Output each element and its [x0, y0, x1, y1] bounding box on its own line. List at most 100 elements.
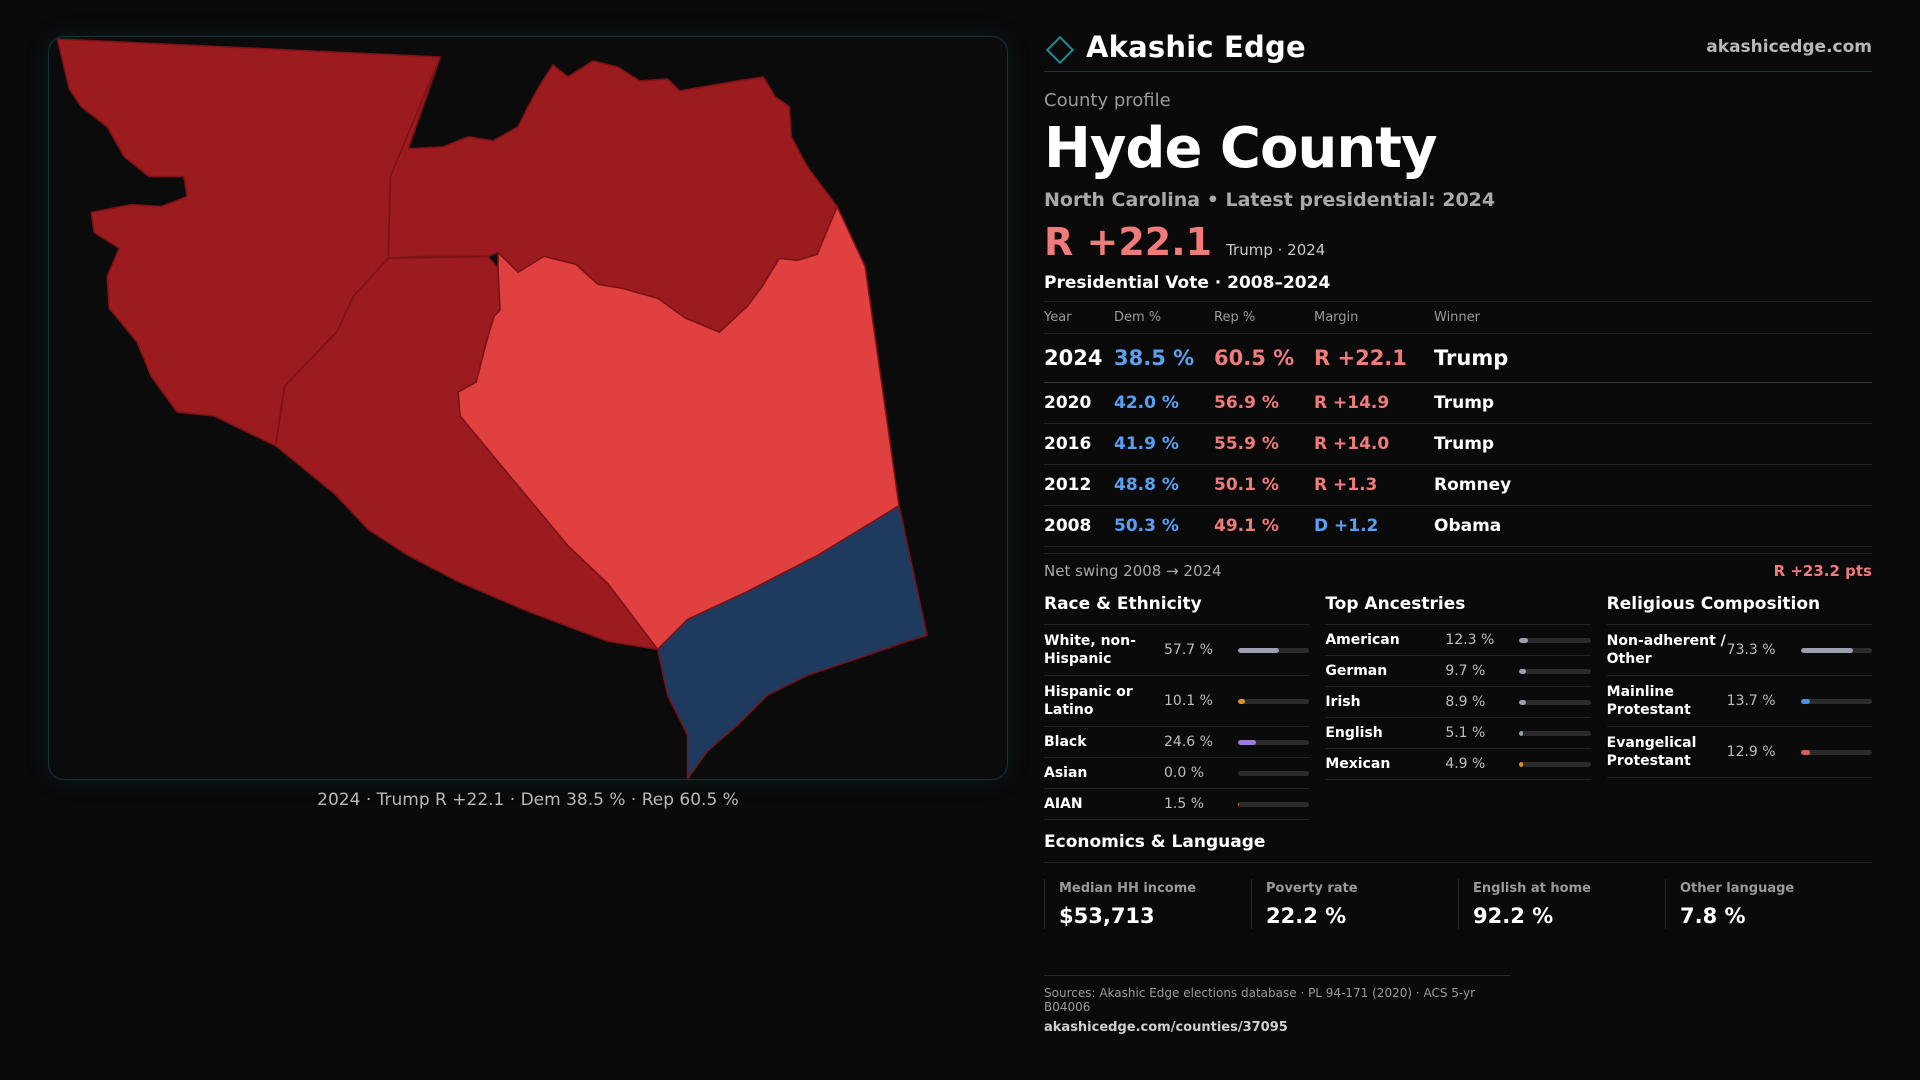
vote-margin: R +14.0 — [1314, 423, 1434, 465]
econ-stat-value: 22.2 % — [1266, 904, 1347, 928]
vote-rep-pct: 56.9 % — [1214, 382, 1314, 424]
list-item-bar-fill — [1519, 668, 1527, 674]
list-item-bar — [1519, 761, 1591, 767]
col-margin: Margin — [1314, 301, 1434, 334]
brand-header: Akashic Edge akashicedge.com — [1044, 28, 1872, 72]
list-item-bar-fill — [1519, 637, 1529, 643]
vote-table: Year Dem % Rep % Margin Winner 2024 38.5 … — [1044, 301, 1872, 547]
list-item: German 9.7 % — [1325, 656, 1591, 687]
list-item-bar-fill — [1519, 761, 1523, 767]
vote-margin: R +14.9 — [1314, 382, 1434, 424]
vote-dem-pct: 41.9 % — [1114, 423, 1214, 465]
list-item-value: 0.0 % — [1164, 765, 1205, 781]
list-item-label: Mexican — [1325, 756, 1391, 772]
econ-stat-value: 7.8 % — [1680, 904, 1746, 928]
list-item-label: Irish — [1325, 694, 1361, 710]
list-item: Irish 8.9 % — [1325, 687, 1591, 718]
page-title: Hyde County — [1044, 116, 1438, 181]
religion-section: Religious Composition Non-adherent / Oth… — [1606, 594, 1872, 820]
econ-stat-value: 92.2 % — [1473, 904, 1554, 928]
vote-winner: Trump — [1434, 333, 1872, 383]
list-item-bar — [1800, 647, 1872, 653]
list-item-label: White, non-Hispanic — [1044, 633, 1136, 667]
list-item-label: German — [1325, 663, 1388, 679]
list-item: Non-adherent / Other 73.3 % — [1606, 625, 1872, 676]
map-region-central[interactable] — [457, 204, 900, 651]
list-item-bar — [1238, 739, 1310, 745]
econ-stat: Median HH income $53,713 — [1044, 879, 1251, 929]
econ-stat: English at home 92.2 % — [1458, 879, 1665, 929]
vote-winner: Trump — [1434, 382, 1872, 424]
list-item: English 5.1 % — [1325, 718, 1591, 749]
list-item: AIAN 1.5 % — [1044, 789, 1310, 820]
religion-section-title: Religious Composition — [1606, 594, 1872, 625]
vote-rep-pct: 60.5 % — [1214, 333, 1314, 383]
vote-rep-pct: 55.9 % — [1214, 423, 1314, 465]
list-item-bar-fill — [1238, 801, 1240, 807]
list-item-bar-fill — [1800, 749, 1810, 755]
list-item-bar-fill — [1238, 698, 1246, 704]
headline-margin-note: Trump · 2024 — [1226, 241, 1326, 259]
race-ethnicity-section: Race & Ethnicity White, non-Hispanic 57.7… — [1044, 594, 1310, 820]
brand-url-link[interactable]: akashicedge.com — [1706, 36, 1872, 57]
race-section-title: Race & Ethnicity — [1044, 594, 1310, 625]
table-row: 2024 38.5 % 60.5 % R +22.1 Trump — [1044, 333, 1872, 383]
list-item-value: 8.9 % — [1445, 694, 1486, 710]
vote-dem-pct: 38.5 % — [1114, 333, 1214, 383]
list-item-value: 5.1 % — [1445, 725, 1486, 741]
econ-stat-label: Poverty rate — [1266, 881, 1358, 896]
list-item-bar — [1238, 801, 1310, 807]
brand-name: Akashic Edge — [1086, 29, 1306, 64]
vote-year: 2012 — [1044, 464, 1114, 506]
list-item-bar-fill — [1800, 698, 1811, 704]
list-item-value: 57.7 % — [1164, 642, 1213, 658]
list-item-bar — [1519, 730, 1591, 736]
econ-stat-label: Median HH income — [1059, 881, 1197, 896]
list-item-label: Black — [1044, 734, 1087, 750]
list-item-label: Hispanic or Latino — [1044, 684, 1133, 718]
map-region-southeast[interactable] — [656, 504, 928, 779]
col-year: Year — [1044, 301, 1114, 334]
list-item-bar-fill — [1800, 647, 1853, 653]
vote-winner: Romney — [1434, 464, 1872, 506]
net-swing-label: Net swing 2008 → 2024 — [1044, 562, 1222, 580]
economics-grid: Median HH income $53,713 Poverty rate 22.2 … — [1044, 879, 1872, 929]
list-item-label: Evangelical Protestant — [1606, 735, 1697, 769]
table-row: 2012 48.8 % 50.1 % R +1.3 Romney — [1044, 464, 1872, 506]
brand[interactable]: Akashic Edge — [1044, 30, 1306, 64]
list-item-value: 12.3 % — [1445, 632, 1495, 648]
list-item-value: 24.6 % — [1164, 734, 1213, 750]
list-item: Evangelical Protestant 12.9 % — [1606, 727, 1872, 778]
list-item: White, non-Hispanic 57.7 % — [1044, 625, 1310, 676]
county-profile-panel: Akashic Edge akashicedge.com County prof… — [1044, 28, 1872, 1035]
list-item-bar-fill — [1519, 699, 1526, 705]
map-caption: 2024 · Trump R +22.1 · Dem 38.5 % · Rep … — [317, 790, 739, 810]
sources-url-link[interactable]: akashicedge.com/counties/37095 — [1044, 1020, 1288, 1035]
econ-stat-value: $53,713 — [1059, 904, 1155, 928]
demographics: Race & Ethnicity White, non-Hispanic 57.7… — [1044, 594, 1872, 820]
ancestry-section-title: Top Ancestries — [1325, 594, 1591, 625]
county-map-svg — [56, 38, 928, 779]
list-item: Asian 0.0 % — [1044, 758, 1310, 789]
economics-section-title: Economics & Language — [1044, 832, 1872, 863]
vote-margin: D +1.2 — [1314, 505, 1434, 547]
econ-stat: Poverty rate 22.2 % — [1251, 879, 1458, 929]
vote-winner: Trump — [1434, 423, 1872, 465]
table-row: 2020 42.0 % 56.9 % R +14.9 Trump — [1044, 382, 1872, 424]
vote-rep-pct: 49.1 % — [1214, 505, 1314, 547]
vote-year: 2020 — [1044, 382, 1114, 424]
list-item-value: 12.9 % — [1726, 744, 1776, 760]
vote-section-title: Presidential Vote · 2008–2024 — [1044, 273, 1331, 293]
list-item-bar-fill — [1238, 647, 1280, 653]
vote-margin: R +1.3 — [1314, 464, 1434, 506]
list-item-label: Mainline Protestant — [1606, 684, 1691, 718]
list-item-bar — [1238, 770, 1310, 776]
list-item: Mexican 4.9 % — [1325, 749, 1591, 780]
vote-margin: R +22.1 — [1314, 333, 1434, 383]
list-item-bar — [1519, 637, 1591, 643]
headline-margin-value: R +22.1 — [1044, 220, 1213, 264]
list-item-bar — [1238, 698, 1310, 704]
list-item-label: English — [1325, 725, 1383, 741]
list-item-value: 73.3 % — [1726, 642, 1776, 658]
county-map[interactable] — [48, 36, 1008, 780]
